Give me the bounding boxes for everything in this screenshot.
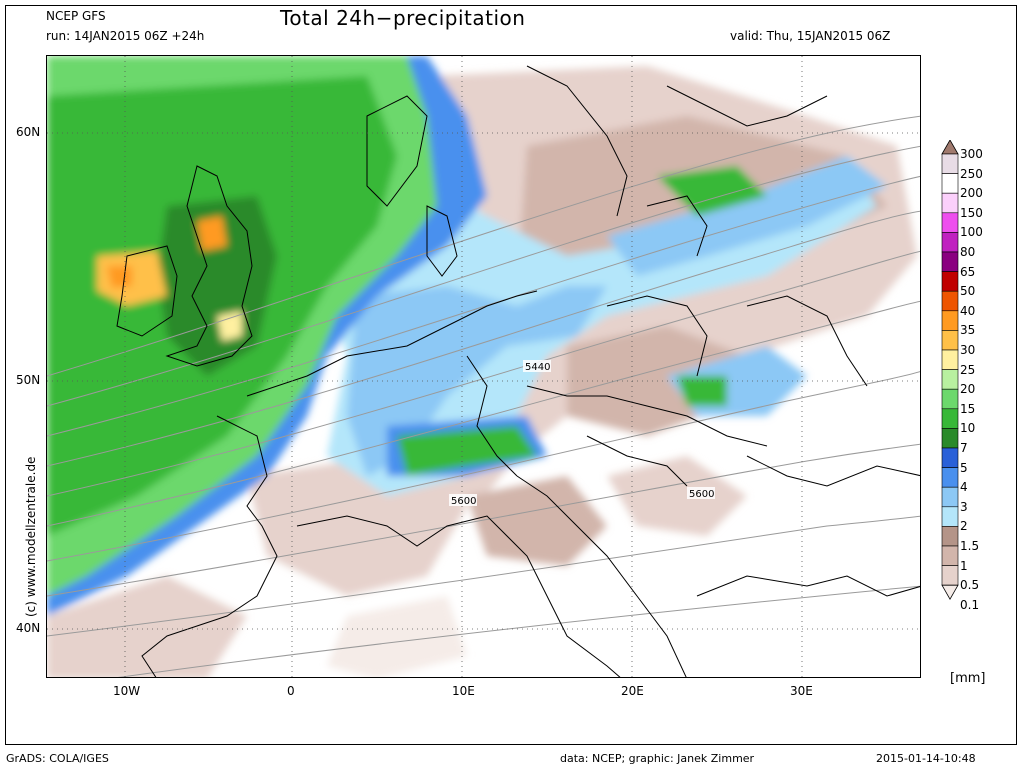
legend-swatch	[941, 408, 959, 429]
legend-label: 4	[960, 480, 968, 495]
legend-label: 65	[960, 264, 976, 279]
legend-swatch	[941, 369, 959, 390]
valid-time: valid: Thu, 15JAN2015 06Z	[730, 29, 891, 43]
legend-label: 7	[960, 441, 968, 455]
legend-swatch	[941, 310, 959, 331]
legend-label: 1	[960, 558, 968, 573]
legend-swatch	[941, 173, 959, 194]
lat-label-50n: 50N	[16, 373, 41, 387]
legend-swatch	[941, 232, 959, 253]
legend-swatch	[941, 447, 959, 468]
contour-labels: 5440 5600 5600	[449, 360, 715, 507]
legend-label: 200	[960, 186, 983, 201]
legend-label: 0.1	[960, 597, 980, 612]
lon-label-10w: 10W	[113, 684, 141, 698]
legend-label: 5	[960, 460, 968, 475]
legend-label: 15	[960, 401, 976, 416]
legend-swatch	[941, 526, 959, 547]
legend-swatch	[941, 428, 959, 449]
legend-unit: [mm]	[950, 671, 986, 686]
legend-label: 3	[960, 499, 968, 514]
legend-label: 30	[960, 343, 976, 357]
legend-label: 300	[960, 147, 983, 161]
legend-label: 2	[960, 519, 968, 534]
contour-label-5600-west: 5600	[451, 496, 476, 507]
legend-swatch	[941, 506, 959, 527]
legend-swatch	[941, 565, 959, 586]
lat-label-60n: 60N	[16, 125, 41, 139]
legend-label: 20	[960, 382, 976, 397]
legend-label: 250	[960, 166, 983, 181]
legend-swatch	[941, 192, 959, 214]
legend-swatch	[941, 290, 959, 312]
legend-swatch	[941, 153, 959, 174]
legend-label: 1.5	[960, 539, 980, 553]
precipitation-field	[47, 56, 917, 677]
lat-label-40n: 40N	[16, 621, 41, 635]
contour-label-5440: 5440	[525, 362, 550, 373]
legend-swatch	[941, 212, 959, 233]
footer-data-credit: data: NCEP; graphic: Janek Zimmer	[560, 752, 755, 765]
legend-label: 25	[960, 362, 976, 377]
run-time: run: 14JAN2015 06Z +24h	[46, 29, 205, 43]
legend-swatch	[941, 251, 959, 272]
lon-label-10e: 10E	[452, 684, 475, 698]
legend-label: 100	[960, 225, 983, 240]
legend-swatch	[941, 330, 959, 351]
legend-label: 80	[960, 245, 976, 259]
footer-grads: GrADS: COLA/IGES	[6, 752, 109, 765]
legend-label: 40	[960, 303, 976, 318]
legend-swatch	[941, 545, 959, 566]
legend-swatch	[941, 486, 959, 508]
legend-label: 150	[960, 205, 983, 220]
coastlines	[116, 65, 920, 677]
lon-label-30e: 30E	[790, 684, 813, 698]
plot-frame	[5, 5, 1017, 745]
legend-label: 0.5	[960, 578, 980, 593]
legend-label: 35	[960, 323, 976, 338]
legend-swatch	[941, 349, 959, 370]
footer-timestamp: 2015-01-14-10:48	[876, 752, 976, 765]
precipitation-legend	[941, 140, 959, 601]
precipitation-map: 5440 5600 5600	[46, 55, 921, 678]
geopotential-contours	[47, 115, 920, 677]
legend-label: 10	[960, 421, 976, 436]
legend-swatch	[941, 388, 959, 410]
website-credit: (c) www.modellzentrale.de	[24, 456, 38, 617]
legend-arrow-top	[941, 140, 959, 155]
legend-label: 50	[960, 284, 976, 299]
model-name: NCEP GFS	[46, 9, 106, 23]
map-title: Total 24h−precipitation	[280, 6, 526, 30]
graticule	[47, 56, 920, 677]
legend-swatch	[941, 467, 959, 488]
lon-label-20e: 20E	[621, 684, 644, 698]
lon-label-0: 0	[287, 684, 295, 698]
contour-label-5600-east: 5600	[689, 489, 714, 500]
legend-swatch	[941, 271, 959, 292]
legend-arrow-bottom	[941, 584, 959, 601]
